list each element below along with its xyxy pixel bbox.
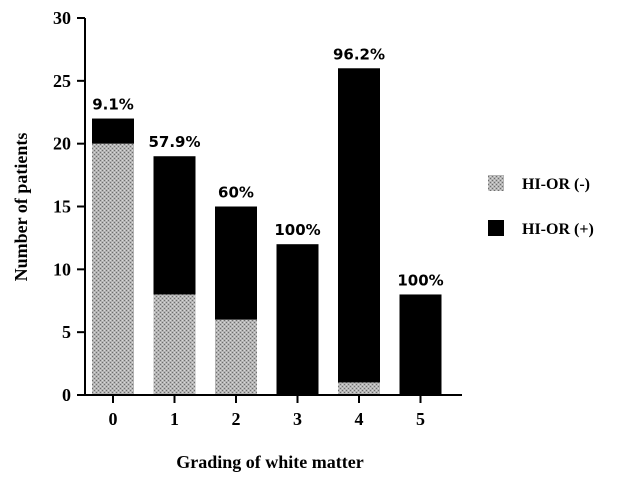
bar-percentage-label: 100% bbox=[274, 221, 320, 239]
bar-percentage-label: 9.1% bbox=[92, 96, 134, 114]
y-tick-label: 20 bbox=[53, 134, 71, 154]
bar-segment-hi-or-positive bbox=[276, 244, 319, 395]
legend-swatch-hi-or-negative bbox=[488, 175, 504, 191]
bar-segment-hi-or-positive bbox=[215, 206, 257, 320]
bar-percentage-label: 57.9% bbox=[148, 133, 200, 151]
bar-percentage-labels: 9.1% 57.9% 60% 100% 96.2% 100% bbox=[92, 45, 443, 289]
bars bbox=[92, 68, 442, 395]
bar-segment-hi-or-negative bbox=[153, 294, 196, 395]
bar-segment-hi-or-negative bbox=[338, 382, 380, 395]
bar-percentage-label: 96.2% bbox=[333, 45, 385, 63]
y-tick-label: 15 bbox=[53, 197, 71, 217]
legend-label-hi-or-negative: HI-OR (-) bbox=[522, 176, 590, 193]
x-axis-title: Grading of white matter bbox=[176, 452, 363, 472]
x-tick-label: 5 bbox=[416, 409, 425, 429]
bar-segment-hi-or-positive bbox=[338, 68, 380, 383]
y-tick-label: 5 bbox=[62, 322, 71, 342]
legend-label-hi-or-positive: HI-OR (+) bbox=[522, 221, 594, 238]
x-axis-ticks: 0 1 2 3 4 5 bbox=[109, 395, 425, 429]
x-tick-label: 1 bbox=[170, 409, 179, 429]
y-tick-label: 30 bbox=[53, 8, 71, 28]
x-tick-label: 2 bbox=[232, 409, 241, 429]
legend-swatch-hi-or-positive bbox=[488, 220, 504, 236]
y-tick-label: 10 bbox=[53, 259, 71, 279]
x-tick-label: 4 bbox=[355, 409, 364, 429]
bar-percentage-label: 100% bbox=[397, 271, 443, 289]
x-tick-label: 0 bbox=[109, 409, 118, 429]
x-tick-label: 3 bbox=[293, 409, 302, 429]
y-axis-ticks: 0 5 10 15 20 25 30 bbox=[53, 8, 85, 405]
bar-segment-hi-or-positive bbox=[92, 118, 134, 144]
y-axis-title: Number of patients bbox=[11, 133, 31, 282]
bar-segment-hi-or-positive bbox=[153, 156, 196, 295]
bar-percentage-label: 60% bbox=[218, 184, 254, 202]
bar-segment-hi-or-negative bbox=[92, 143, 134, 395]
bar-segment-hi-or-positive bbox=[399, 294, 442, 395]
legend: HI-OR (-) HI-OR (+) bbox=[488, 175, 594, 238]
y-tick-label: 0 bbox=[62, 385, 71, 405]
y-tick-label: 25 bbox=[53, 71, 71, 91]
bar-segment-hi-or-negative bbox=[215, 319, 257, 395]
